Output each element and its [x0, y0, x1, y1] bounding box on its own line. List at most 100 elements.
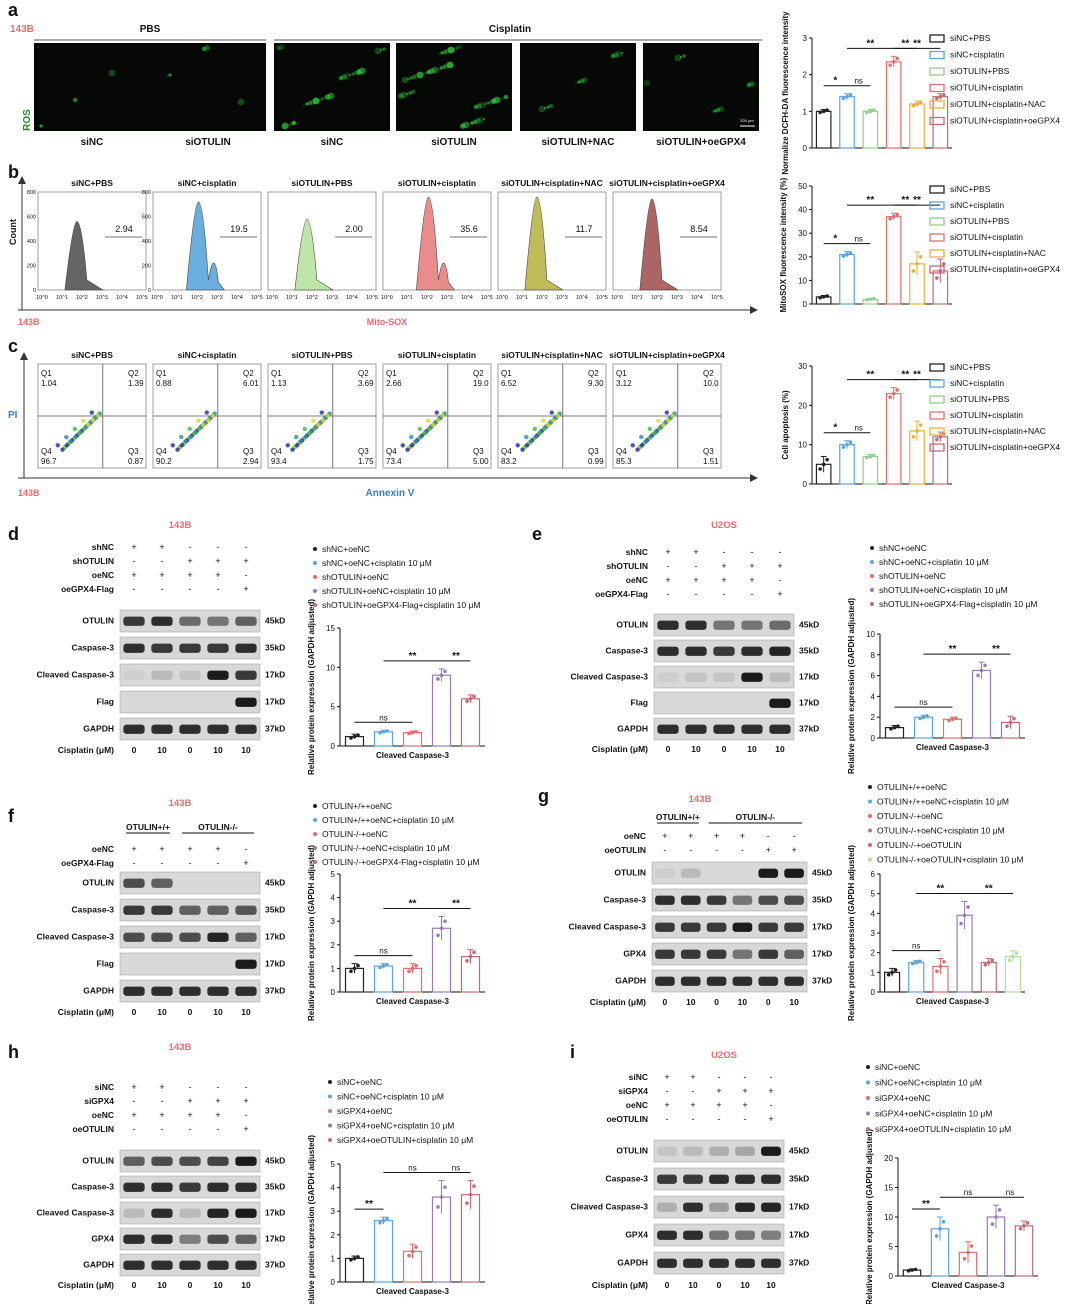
protein-band — [235, 1234, 257, 1244]
ros-signal — [711, 111, 713, 113]
protein-band — [151, 1182, 173, 1192]
cell-dot — [400, 443, 405, 448]
kd-label: 17kD — [265, 697, 285, 707]
band-label: OTULIN — [616, 620, 648, 630]
ros-signal — [168, 73, 172, 77]
protein-band — [758, 922, 779, 932]
legend-entry: siGPX4+oeNC — [875, 1093, 931, 1103]
band-label: GPX4 — [625, 1230, 648, 1240]
protein-band — [741, 672, 763, 682]
condition-sign: - — [133, 584, 136, 594]
data-point — [976, 673, 980, 678]
condition-sign: - — [189, 1082, 192, 1092]
protein-band — [657, 1202, 677, 1212]
blot-strip — [653, 665, 795, 689]
cisplatin-dose: 10 — [157, 1007, 167, 1017]
ros-signal — [749, 81, 755, 87]
protein-band — [235, 1182, 257, 1192]
legend-marker — [313, 804, 317, 808]
data-point — [950, 717, 955, 722]
cell-dot — [532, 426, 537, 432]
panel-letter-d: d — [8, 524, 19, 544]
condition-sign: + — [131, 1110, 136, 1120]
band-label: OTULIN — [82, 1156, 114, 1166]
panel-letter-c: c — [8, 336, 18, 356]
protein-band — [151, 616, 173, 626]
y-axis-label: Relative protein expression (GAPDH adjus… — [307, 1135, 316, 1304]
data-point — [990, 1222, 995, 1226]
cisplatin-dose: 0 — [132, 1280, 137, 1290]
legend-swatch — [929, 34, 945, 43]
condition-sign: - — [744, 1072, 747, 1082]
protein-band — [769, 724, 791, 734]
protein-band — [207, 724, 229, 734]
legend-marker — [868, 785, 872, 789]
condition-sign: + — [664, 1100, 669, 1110]
data-point — [918, 100, 923, 105]
legend-entry: OTULIN+/++oeNC+cisplatin 10 μM — [322, 815, 454, 825]
data-point — [868, 454, 873, 459]
gate-value: 11.7 — [576, 224, 593, 234]
x-tick-label: 10^0 — [496, 295, 508, 301]
x-tick-label: 10^1 — [516, 295, 528, 301]
data-point — [865, 298, 869, 302]
kd-label: 17kD — [265, 959, 285, 969]
kd-label: 45kD — [812, 868, 832, 878]
ros-signal — [447, 46, 455, 54]
ros-signal — [582, 77, 588, 83]
blot-strip — [119, 690, 261, 714]
y-tick-label: 10 — [866, 630, 875, 639]
data-point — [439, 673, 444, 677]
bar — [908, 961, 925, 993]
condition-sign: - — [718, 1114, 721, 1124]
kd-label: 37kD — [799, 724, 819, 734]
pi-label: PI — [8, 410, 18, 421]
ros-signal — [312, 97, 320, 105]
gate-value: 35.6 — [460, 224, 478, 234]
condition-sign: - — [723, 589, 726, 599]
kd-label: 17kD — [799, 698, 819, 708]
cell-dot — [183, 439, 189, 444]
kd-label: 37kD — [812, 976, 832, 986]
condition-label: shNC — [626, 547, 648, 557]
fluorescence-image — [150, 43, 266, 131]
protein-band — [761, 1174, 781, 1184]
legend-marker — [870, 588, 874, 592]
protein-band — [784, 949, 804, 959]
cell-dot — [405, 447, 410, 452]
y-tick-label: 30 — [798, 362, 807, 371]
q4-value: 96.7 — [41, 457, 57, 466]
legend-marker — [328, 1109, 332, 1113]
q1-value: 6.52 — [501, 379, 517, 388]
y-tick-label: 0 — [871, 988, 876, 997]
cell-label: 143B — [169, 520, 192, 531]
sig-label: * — [833, 76, 837, 87]
ros-signal — [462, 121, 470, 129]
sig-label: ** — [866, 195, 874, 206]
protein-band — [179, 905, 201, 915]
cell-dot — [525, 442, 530, 448]
protein-band — [655, 868, 675, 878]
sig-label: ns — [1006, 1188, 1014, 1197]
ros-signal — [615, 50, 623, 58]
quadrant-name: Q4 — [386, 447, 397, 456]
fluorescence-image — [520, 43, 636, 131]
condition-label: oeOTULIN — [72, 1124, 114, 1134]
cisplatin-dose: 0 — [188, 745, 193, 755]
ros-signal — [477, 116, 485, 124]
sig-label: ns — [854, 77, 862, 86]
y-tick-label: 2 — [871, 713, 876, 722]
protein-band — [207, 905, 229, 915]
band-label: GAPDH — [615, 976, 646, 986]
q1-value: 3.12 — [616, 379, 632, 388]
data-point — [969, 1244, 974, 1248]
legend-marker — [313, 575, 317, 579]
condition-sign: + — [665, 547, 670, 557]
cell-dot — [665, 418, 671, 423]
kd-label: 45kD — [799, 620, 819, 630]
data-point — [1007, 958, 1012, 962]
cell-label: 143B — [689, 794, 712, 805]
kd-label: 17kD — [812, 949, 832, 959]
bar — [402, 732, 423, 747]
image-label: siNC — [321, 137, 344, 148]
